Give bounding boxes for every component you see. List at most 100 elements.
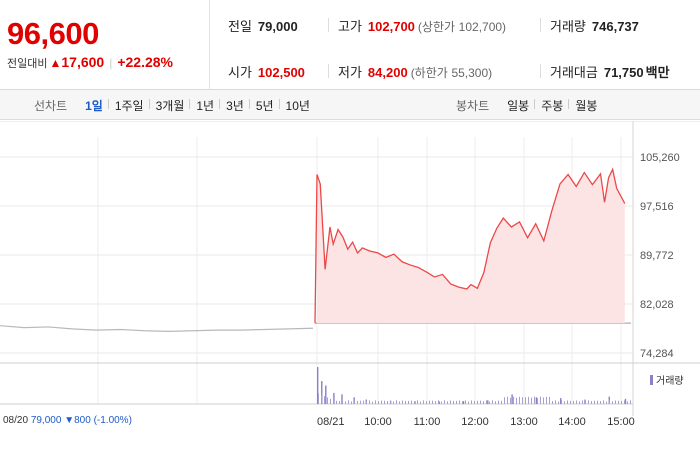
volume-bar bbox=[615, 400, 616, 404]
volume-bar bbox=[465, 400, 466, 404]
volume-bar bbox=[426, 401, 427, 404]
candle-chart-label: 봉차트 bbox=[456, 98, 490, 113]
volume-bar bbox=[537, 398, 538, 404]
up-triangle-icon: ▲ bbox=[49, 56, 62, 70]
today-price-line bbox=[316, 167, 626, 290]
volume-bar bbox=[540, 396, 541, 404]
y-tick-label: 74,284 bbox=[640, 348, 674, 360]
volume-bar bbox=[531, 397, 532, 404]
volume-bar bbox=[384, 400, 385, 404]
high-stat: 고가 102,700 (상한가 102,700) bbox=[338, 16, 506, 35]
volume-bar bbox=[447, 401, 448, 404]
y-tick-label: 89,772 bbox=[640, 250, 674, 262]
tab-5-years[interactable]: 5년 bbox=[248, 97, 280, 114]
prev-change: 800 bbox=[74, 415, 91, 426]
volume-bar bbox=[594, 400, 595, 404]
divider bbox=[328, 18, 329, 32]
trade-value-stat: 거래대금 71,750 백만 bbox=[550, 62, 670, 81]
volume-bar bbox=[516, 397, 517, 404]
volume-bar bbox=[420, 401, 421, 404]
volume-legend: 거래량 bbox=[650, 372, 684, 387]
volume-bar bbox=[579, 401, 580, 404]
change-label: 전일대비 bbox=[7, 58, 48, 70]
volume-bar bbox=[511, 394, 513, 404]
volume-bar bbox=[354, 400, 355, 404]
volume-bar bbox=[558, 401, 559, 404]
volume-bar bbox=[325, 385, 327, 404]
x-tick-label: 08/21 bbox=[317, 416, 345, 428]
chart-period-tabs: 선차트 1일 1주일 3개월 1년 3년 5년 10년 봉차트 일봉 주봉 월봉 bbox=[0, 90, 700, 120]
x-tick-label: 11:00 bbox=[414, 416, 441, 428]
volume-bar bbox=[498, 400, 499, 404]
high-value: 102,700 bbox=[367, 19, 415, 34]
volume-legend-label: 거래량 bbox=[656, 376, 684, 387]
volume-bar bbox=[591, 401, 592, 404]
volume-bar bbox=[387, 400, 388, 404]
volume-bar bbox=[543, 397, 544, 404]
open-value: 102,500 bbox=[257, 65, 305, 80]
volume-bar bbox=[333, 392, 335, 404]
x-tick-label: 14:00 bbox=[558, 416, 586, 428]
change-line: 전일대비 ▲17,600 | +22.28% bbox=[7, 54, 173, 71]
volume-bar bbox=[555, 400, 556, 404]
volume-bar bbox=[393, 401, 394, 404]
volume-bar bbox=[612, 401, 613, 404]
y-tick-label: 82,028 bbox=[640, 299, 674, 311]
price-chart[interactable]: 105,260 97,516 89,772 82,028 74,284 08/21 10:0… bbox=[0, 121, 700, 450]
volume-bar bbox=[375, 400, 376, 404]
volume-bar bbox=[462, 401, 465, 404]
upper-limit-label: (상한가 bbox=[417, 20, 456, 34]
volume-bar bbox=[366, 401, 367, 404]
divider bbox=[328, 64, 329, 78]
change-percent: +22.28% bbox=[117, 54, 173, 70]
low-label: 저가 bbox=[338, 65, 362, 80]
upper-limit-value: 102,700) bbox=[458, 20, 507, 34]
x-tick-label: 13:00 bbox=[510, 416, 538, 428]
volume-bar bbox=[348, 400, 349, 404]
down-triangle-icon: ▼ bbox=[64, 415, 75, 426]
volume-bar bbox=[627, 401, 628, 404]
volume-bar bbox=[408, 400, 409, 404]
tab-3-months[interactable]: 3개월 bbox=[148, 97, 191, 114]
volume-bar bbox=[535, 397, 538, 404]
x-tick-label: 15:00 bbox=[607, 416, 635, 428]
x-tick-label: 10:00 bbox=[364, 416, 392, 428]
volume-bar bbox=[549, 396, 550, 404]
volume-bar bbox=[396, 400, 397, 404]
volume-bar bbox=[608, 396, 610, 404]
candle-chart-tabs: 봉차트 일봉 주봉 월봉 bbox=[456, 90, 603, 120]
tab-weekly-candle[interactable]: 주봉 bbox=[534, 97, 569, 114]
volume-bar bbox=[492, 400, 493, 404]
tab-3-years[interactable]: 3년 bbox=[219, 97, 250, 114]
tab-daily-candle[interactable]: 일봉 bbox=[507, 98, 530, 113]
tab-monthly-candle[interactable]: 월봉 bbox=[568, 97, 603, 114]
volume-bar bbox=[560, 398, 562, 404]
volume-bar bbox=[606, 401, 607, 404]
volume-bar bbox=[339, 400, 340, 404]
volume-bar bbox=[600, 401, 601, 404]
volume-bar bbox=[378, 401, 379, 404]
volume-bar bbox=[444, 400, 445, 404]
trade-value-value: 71,750 bbox=[603, 65, 644, 80]
volume-bar bbox=[630, 400, 631, 404]
volume-bar bbox=[570, 400, 571, 404]
volume-bar bbox=[486, 400, 487, 404]
tab-1-year[interactable]: 1년 bbox=[189, 97, 220, 114]
volume-swatch bbox=[650, 375, 653, 385]
volume-bar bbox=[534, 396, 535, 404]
volume-bar bbox=[321, 394, 322, 404]
volume-bar bbox=[474, 401, 475, 404]
volume-bar bbox=[360, 400, 361, 404]
volume-bar bbox=[501, 400, 502, 404]
volume-bar bbox=[507, 396, 508, 404]
line-chart-label: 선차트 bbox=[34, 98, 68, 113]
volume-bar bbox=[432, 400, 433, 404]
volume-bar bbox=[597, 400, 598, 404]
tab-1-week[interactable]: 1주일 bbox=[107, 97, 150, 114]
change-amount: 17,600 bbox=[61, 54, 105, 70]
volume-bar bbox=[621, 400, 622, 404]
tab-10-years[interactable]: 10년 bbox=[278, 97, 316, 114]
stock-summary: 96,600 전일대비 ▲17,600 | +22.28% 전일 79,000 고가 10… bbox=[0, 0, 700, 90]
tab-1-day[interactable]: 1일 bbox=[85, 98, 103, 113]
volume-bar bbox=[624, 398, 627, 404]
